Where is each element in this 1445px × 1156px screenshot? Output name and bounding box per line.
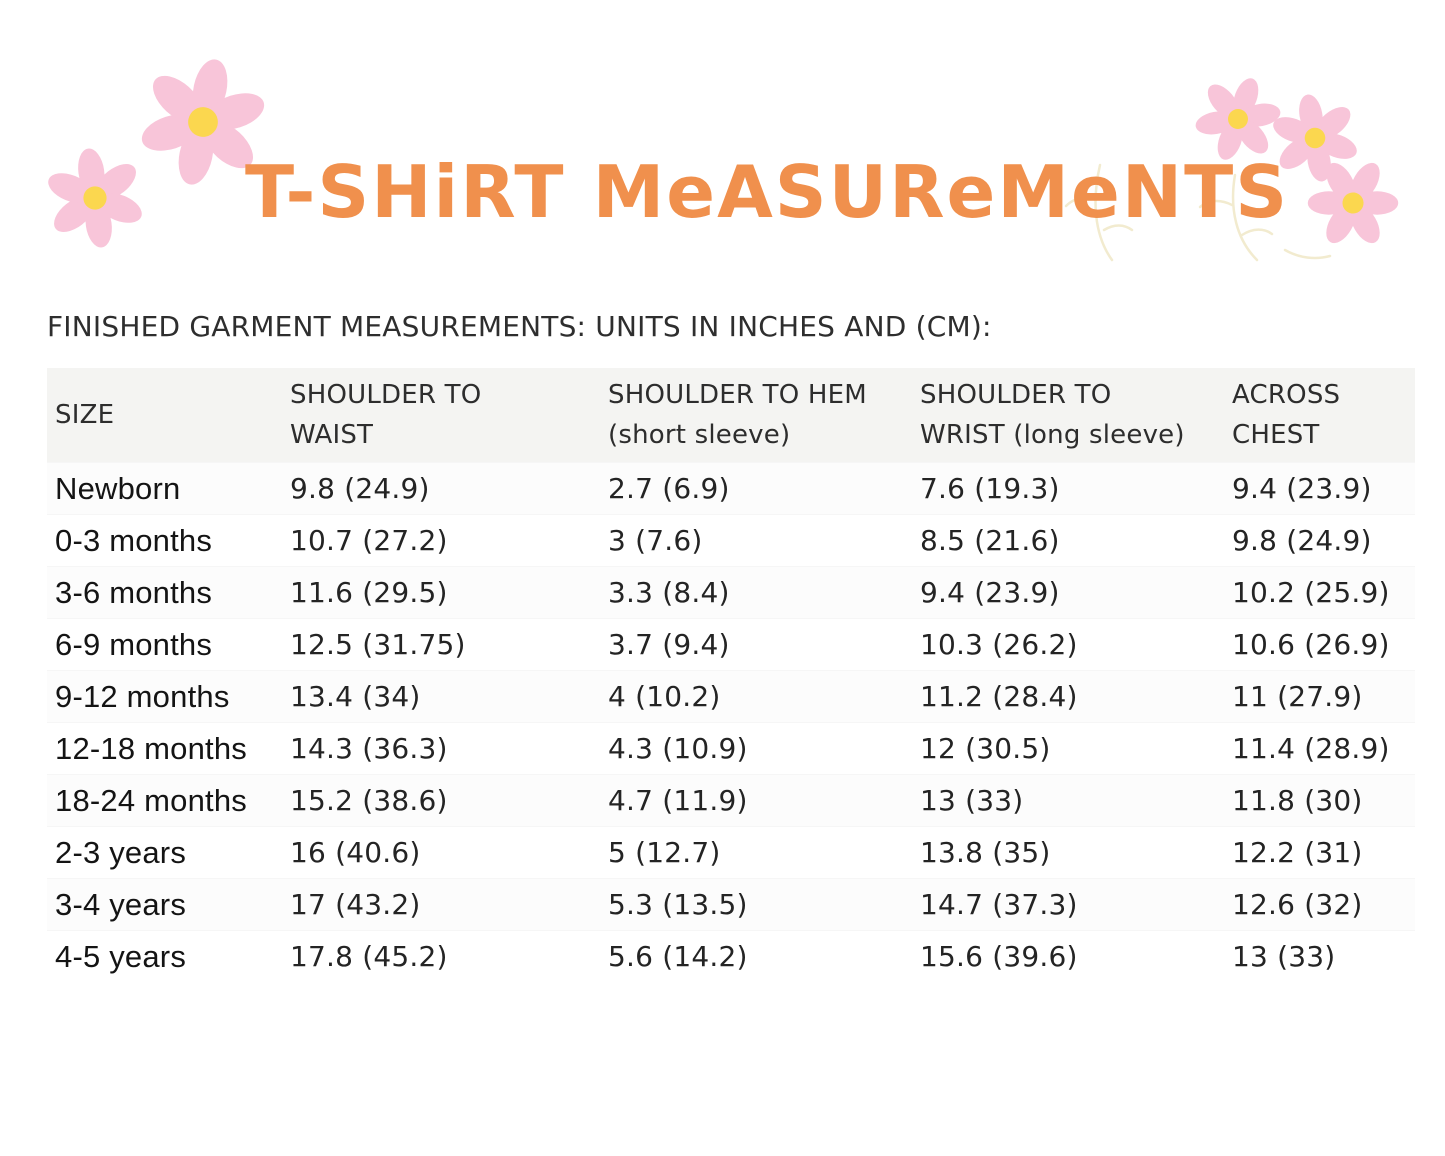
shoulder-to-hem-cell: 3.7 (9.4)	[608, 628, 730, 661]
table-row: 12-18 months 14.3 (36.3) 4.3 (10.9) 12 (…	[47, 722, 1415, 774]
size-cell: 12-18 months	[55, 730, 247, 766]
size-cell: 3-6 months	[55, 574, 213, 610]
shoulder-to-hem-cell: 4.3 (10.9)	[608, 732, 748, 765]
table-header-row: SIZE SHOULDER TO WAIST SHOULDER TO HEM (…	[47, 368, 1415, 462]
shoulder-to-hem-cell: 3.3 (8.4)	[608, 576, 730, 609]
column-header-shoulder-to-wrist: SHOULDER TO WRIST (long sleeve)	[920, 368, 1232, 462]
column-header-line: WAIST	[290, 420, 374, 450]
across-chest-cell: 12.2 (31)	[1232, 836, 1363, 869]
column-header-line: (short sleeve)	[608, 420, 791, 450]
shoulder-to-waist-cell: 11.6 (29.5)	[290, 576, 448, 609]
table-row: 3-4 years 17 (43.2) 5.3 (13.5) 14.7 (37.…	[47, 878, 1415, 930]
shoulder-to-hem-cell: 5.3 (13.5)	[608, 888, 748, 921]
shoulder-to-wrist-cell: 13 (33)	[920, 784, 1024, 817]
column-header-line: SHOULDER TO HEM	[608, 380, 867, 410]
column-header-shoulder-to-hem: SHOULDER TO HEM (short sleeve)	[608, 368, 920, 462]
shoulder-to-hem-cell: 2.7 (6.9)	[608, 472, 730, 505]
table-row: 0-3 months 10.7 (27.2) 3 (7.6) 8.5 (21.6…	[47, 514, 1415, 566]
shoulder-to-wrist-cell: 7.6 (19.3)	[920, 472, 1060, 505]
column-header-line: ACROSS	[1232, 380, 1341, 410]
size-cell: 4-5 years	[55, 938, 187, 974]
size-cell: 9-12 months	[55, 678, 230, 714]
across-chest-cell: 10.6 (26.9)	[1232, 628, 1390, 661]
size-cell: Newborn	[55, 470, 181, 506]
size-cell: 2-3 years	[55, 834, 187, 870]
shoulder-to-wrist-cell: 8.5 (21.6)	[920, 524, 1060, 557]
table-row: 9-12 months 13.4 (34) 4 (10.2) 11.2 (28.…	[47, 670, 1415, 722]
size-cell: 3-4 years	[55, 886, 187, 922]
shoulder-to-waist-cell: 15.2 (38.6)	[290, 784, 448, 817]
shoulder-to-hem-cell: 5.6 (14.2)	[608, 940, 748, 973]
shoulder-to-wrist-cell: 13.8 (35)	[920, 836, 1051, 869]
shoulder-to-wrist-cell: 10.3 (26.2)	[920, 628, 1078, 661]
table-row: 3-6 months 11.6 (29.5) 3.3 (8.4) 9.4 (23…	[47, 566, 1415, 618]
shoulder-to-wrist-cell: 11.2 (28.4)	[920, 680, 1078, 713]
shoulder-to-hem-cell: 5 (12.7)	[608, 836, 721, 869]
column-header-size: SIZE	[47, 368, 290, 462]
measurements-table: SIZE SHOULDER TO WAIST SHOULDER TO HEM (…	[47, 368, 1415, 982]
shoulder-to-waist-cell: 17 (43.2)	[290, 888, 421, 921]
shoulder-to-wrist-cell: 14.7 (37.3)	[920, 888, 1078, 921]
table-row: 2-3 years 16 (40.6) 5 (12.7) 13.8 (35) 1…	[47, 826, 1415, 878]
shoulder-to-hem-cell: 4.7 (11.9)	[608, 784, 748, 817]
page-title: T-SHiRT MeASUReMeNTS	[245, 150, 1290, 234]
shoulder-to-hem-cell: 3 (7.6)	[608, 524, 703, 557]
column-header-line: SIZE	[55, 400, 115, 430]
across-chest-cell: 10.2 (25.9)	[1232, 576, 1390, 609]
shoulder-to-waist-cell: 13.4 (34)	[290, 680, 421, 713]
table-row: 4-5 years 17.8 (45.2) 5.6 (14.2) 15.6 (3…	[47, 930, 1415, 982]
daisy-flower-left-small	[38, 141, 152, 255]
shoulder-to-waist-cell: 12.5 (31.75)	[290, 628, 466, 661]
shoulder-to-waist-cell: 16 (40.6)	[290, 836, 421, 869]
shoulder-to-waist-cell: 14.3 (36.3)	[290, 732, 448, 765]
across-chest-cell: 9.4 (23.9)	[1232, 472, 1372, 505]
column-header-line: SHOULDER TO	[290, 380, 482, 410]
column-header-line: SHOULDER TO	[920, 380, 1112, 410]
shoulder-to-waist-cell: 9.8 (24.9)	[290, 472, 430, 505]
column-header-across-chest: ACROSS CHEST	[1232, 368, 1415, 462]
size-cell: 6-9 months	[55, 626, 213, 662]
shoulder-to-wrist-cell: 9.4 (23.9)	[920, 576, 1060, 609]
shoulder-to-waist-cell: 10.7 (27.2)	[290, 524, 448, 557]
across-chest-cell: 11 (27.9)	[1232, 680, 1363, 713]
table-row: 6-9 months 12.5 (31.75) 3.7 (9.4) 10.3 (…	[47, 618, 1415, 670]
shoulder-to-waist-cell: 17.8 (45.2)	[290, 940, 448, 973]
across-chest-cell: 11.4 (28.9)	[1232, 732, 1390, 765]
table-row: 18-24 months 15.2 (38.6) 4.7 (11.9) 13 (…	[47, 774, 1415, 826]
subtitle: FINISHED GARMENT MEASUREMENTS: UNITS IN …	[47, 310, 992, 343]
size-cell: 18-24 months	[55, 782, 247, 818]
shoulder-to-wrist-cell: 12 (30.5)	[920, 732, 1051, 765]
across-chest-cell: 11.8 (30)	[1232, 784, 1363, 817]
column-header-shoulder-to-waist: SHOULDER TO WAIST	[290, 368, 608, 462]
size-cell: 0-3 months	[55, 522, 213, 558]
column-header-line: CHEST	[1232, 420, 1320, 450]
across-chest-cell: 12.6 (32)	[1232, 888, 1363, 921]
table-row: Newborn 9.8 (24.9) 2.7 (6.9) 7.6 (19.3) …	[47, 462, 1415, 514]
daisy-flower-right-bottom	[1291, 141, 1415, 265]
table-body: Newborn 9.8 (24.9) 2.7 (6.9) 7.6 (19.3) …	[47, 462, 1415, 982]
column-header-line: WRIST (long sleeve)	[920, 420, 1185, 450]
shoulder-to-hem-cell: 4 (10.2)	[608, 680, 721, 713]
across-chest-cell: 13 (33)	[1232, 940, 1336, 973]
shoulder-to-wrist-cell: 15.6 (39.6)	[920, 940, 1078, 973]
across-chest-cell: 9.8 (24.9)	[1232, 524, 1372, 557]
